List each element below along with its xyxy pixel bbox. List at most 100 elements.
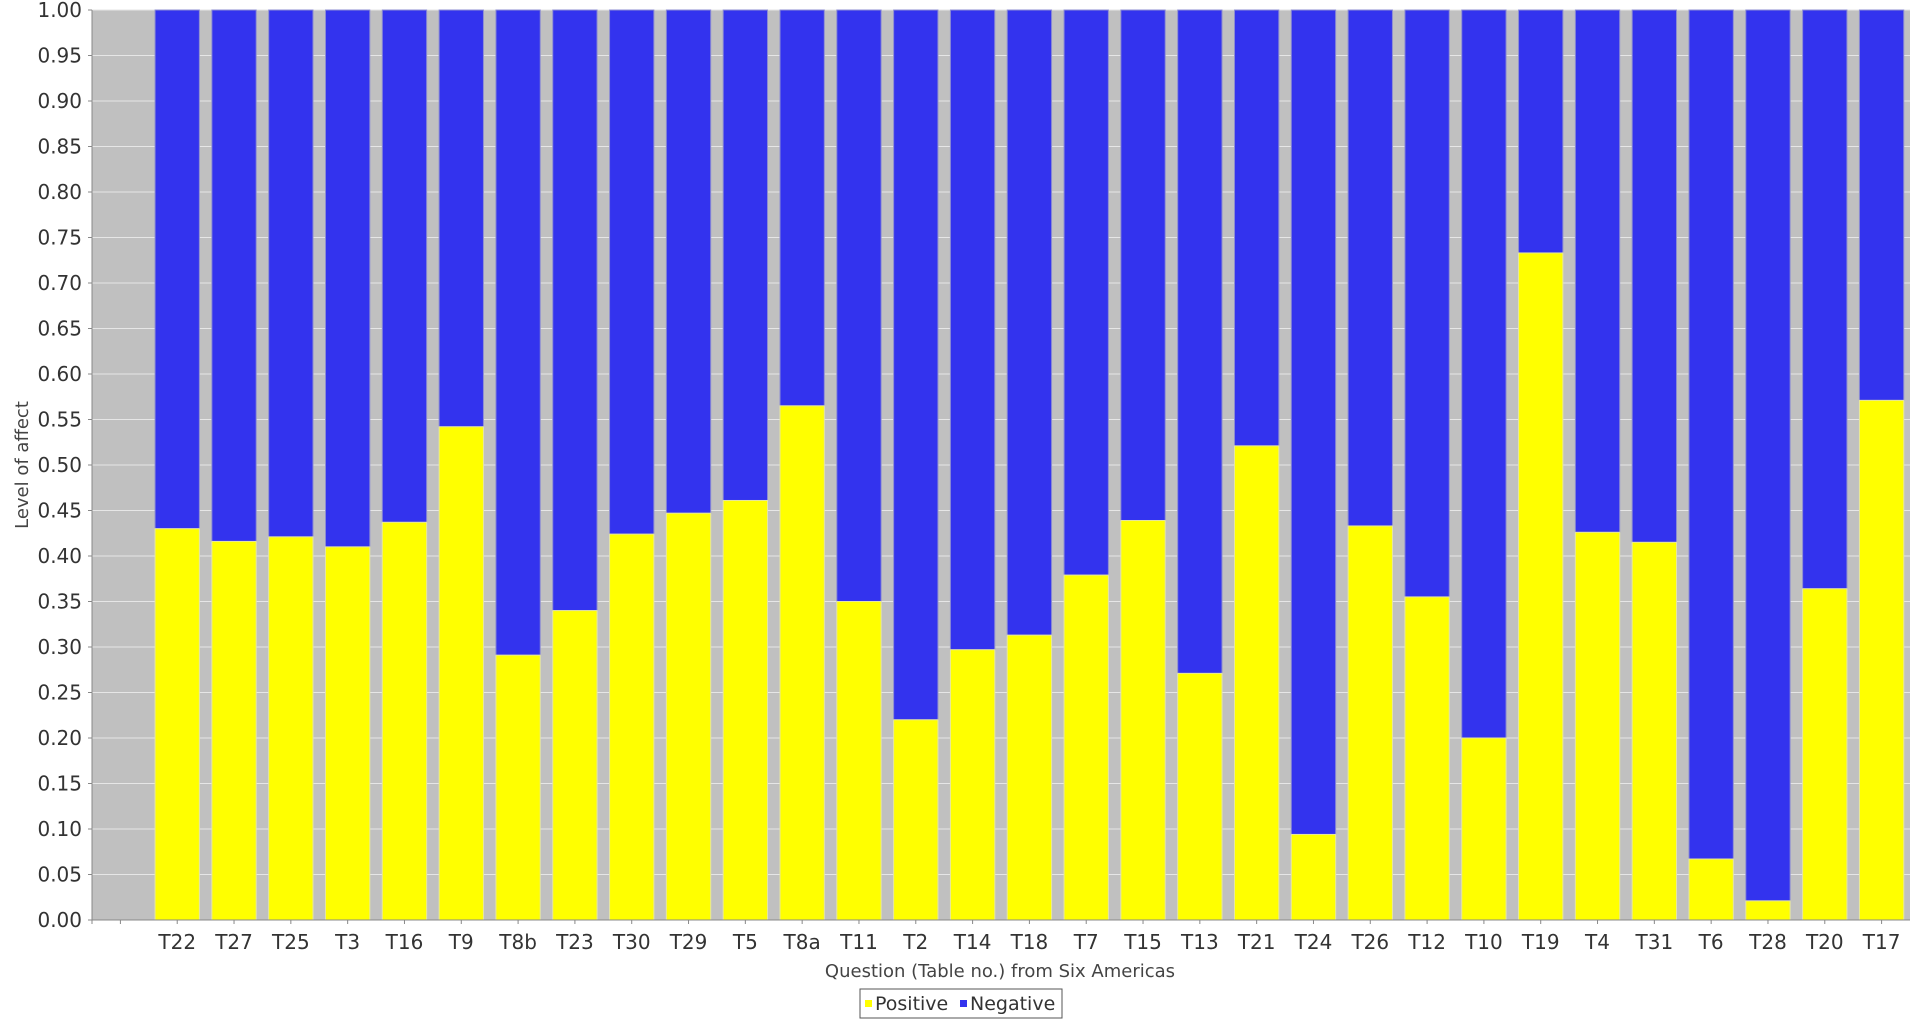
- x-tick-label: T14: [953, 930, 992, 954]
- y-tick-label: 0.35: [37, 590, 82, 614]
- x-tick-label: T26: [1350, 930, 1389, 954]
- x-tick-label: T27: [214, 930, 253, 954]
- bar-positive: [268, 536, 314, 921]
- x-axis-ticks: T22 T27 T25 T3 T16 T9 T8b T23 T30 T29 T5 T8a T11 T2 T1…: [119, 920, 1901, 954]
- legend-label-positive: Positive: [875, 993, 948, 1015]
- bar-positive: [211, 540, 257, 921]
- y-tick-label: 0.25: [37, 681, 82, 705]
- bar-positive: [1518, 252, 1564, 921]
- x-tick-label: T24: [1294, 930, 1333, 954]
- y-tick-label: 0.30: [37, 635, 82, 659]
- bar-positive: [381, 521, 428, 921]
- y-tick-label: 0.00: [37, 908, 82, 932]
- bar-negative: [552, 9, 598, 612]
- x-tick-label: T5: [732, 930, 758, 954]
- x-tick-label: T20: [1805, 930, 1844, 954]
- bar-positive: [1404, 596, 1450, 921]
- bars: [154, 9, 1905, 921]
- y-tick-label: 0.40: [37, 544, 82, 568]
- bar-negative: [665, 9, 712, 514]
- bar-positive: [438, 426, 484, 921]
- x-tick-label: T12: [1407, 930, 1446, 954]
- bar-negative: [1063, 9, 1109, 576]
- x-tick-label: T4: [1584, 930, 1610, 954]
- bar-negative: [949, 9, 996, 651]
- bar-negative: [495, 9, 541, 656]
- bar-negative: [1177, 9, 1223, 674]
- bar-negative: [722, 9, 769, 501]
- x-tick-label: T28: [1748, 930, 1787, 954]
- bar-negative: [211, 9, 257, 542]
- bar-negative: [1290, 9, 1337, 835]
- bar-negative: [154, 9, 200, 530]
- bar-positive: [1233, 445, 1280, 921]
- bar-positive: [1290, 833, 1337, 921]
- y-tick-label: 0.70: [37, 271, 82, 295]
- bar-positive: [154, 528, 200, 921]
- x-tick-label: T29: [669, 930, 708, 954]
- x-tick-label: T23: [555, 930, 594, 954]
- x-tick-label: T22: [157, 930, 196, 954]
- bar-negative: [779, 9, 825, 407]
- bar-positive: [552, 610, 598, 921]
- bar-negative: [1006, 9, 1053, 636]
- y-tick-label: 0.90: [37, 89, 82, 113]
- bar-negative: [893, 9, 939, 721]
- bar-positive: [1802, 588, 1848, 921]
- x-tick-label: T25: [271, 930, 310, 954]
- bar-negative: [1745, 9, 1791, 902]
- x-tick-label: T11: [839, 930, 878, 954]
- bar-negative: [1688, 9, 1734, 860]
- bar-positive: [1858, 399, 1905, 921]
- bar-negative: [836, 9, 882, 602]
- bar-positive: [1461, 737, 1507, 921]
- bar-negative: [268, 9, 314, 538]
- y-tick-label: 0.55: [37, 408, 82, 432]
- bar-positive: [1745, 900, 1791, 921]
- bar-negative: [1347, 9, 1393, 527]
- x-tick-label: T31: [1635, 930, 1674, 954]
- x-tick-label: T6: [1698, 930, 1724, 954]
- y-tick-label: 0.10: [37, 817, 82, 841]
- bar-positive: [495, 654, 541, 921]
- y-tick-label: 0.05: [37, 863, 82, 887]
- bar-negative: [1120, 9, 1166, 522]
- legend-swatch-positive: [865, 1000, 872, 1007]
- bar-positive: [1347, 525, 1393, 921]
- y-tick-label: 0.20: [37, 726, 82, 750]
- bar-negative: [438, 9, 484, 428]
- bar-positive: [609, 533, 655, 921]
- bar-negative: [324, 9, 371, 548]
- bar-positive: [1631, 541, 1678, 921]
- x-tick-label: T2: [902, 930, 928, 954]
- y-axis-title: Level of affect: [12, 401, 33, 529]
- y-tick-label: 0.45: [37, 499, 82, 523]
- x-tick-label: T7: [1073, 930, 1099, 954]
- y-tick-label: 0.50: [37, 453, 82, 477]
- bar-negative: [609, 9, 655, 535]
- bar-positive: [324, 546, 371, 921]
- bar-positive: [722, 499, 769, 921]
- bar-negative: [1858, 9, 1905, 401]
- x-tick-label: T17: [1862, 930, 1901, 954]
- x-tick-label: T30: [612, 930, 651, 954]
- bar-negative: [1233, 9, 1280, 447]
- bar-negative: [1404, 9, 1450, 598]
- x-tick-label: T15: [1123, 930, 1162, 954]
- x-tick-label: T13: [1180, 930, 1219, 954]
- bar-positive: [949, 649, 996, 921]
- bar-positive: [1688, 858, 1734, 921]
- y-tick-label: 0.15: [37, 772, 82, 796]
- x-tick-label: T9: [448, 930, 474, 954]
- y-axis-ticks: 0.00 0.05 0.10 0.15 0.20 0.25 0.30 0.35 0.40 0.45…: [37, 0, 92, 932]
- y-tick-label: 0.60: [37, 362, 82, 386]
- y-tick-label: 0.75: [37, 226, 82, 250]
- x-tick-label: T19: [1521, 930, 1560, 954]
- x-tick-label: T8a: [783, 930, 821, 954]
- bar-negative: [1631, 9, 1678, 543]
- bar-negative: [1461, 9, 1507, 739]
- x-tick-label: T21: [1237, 930, 1276, 954]
- bar-positive: [1574, 531, 1621, 921]
